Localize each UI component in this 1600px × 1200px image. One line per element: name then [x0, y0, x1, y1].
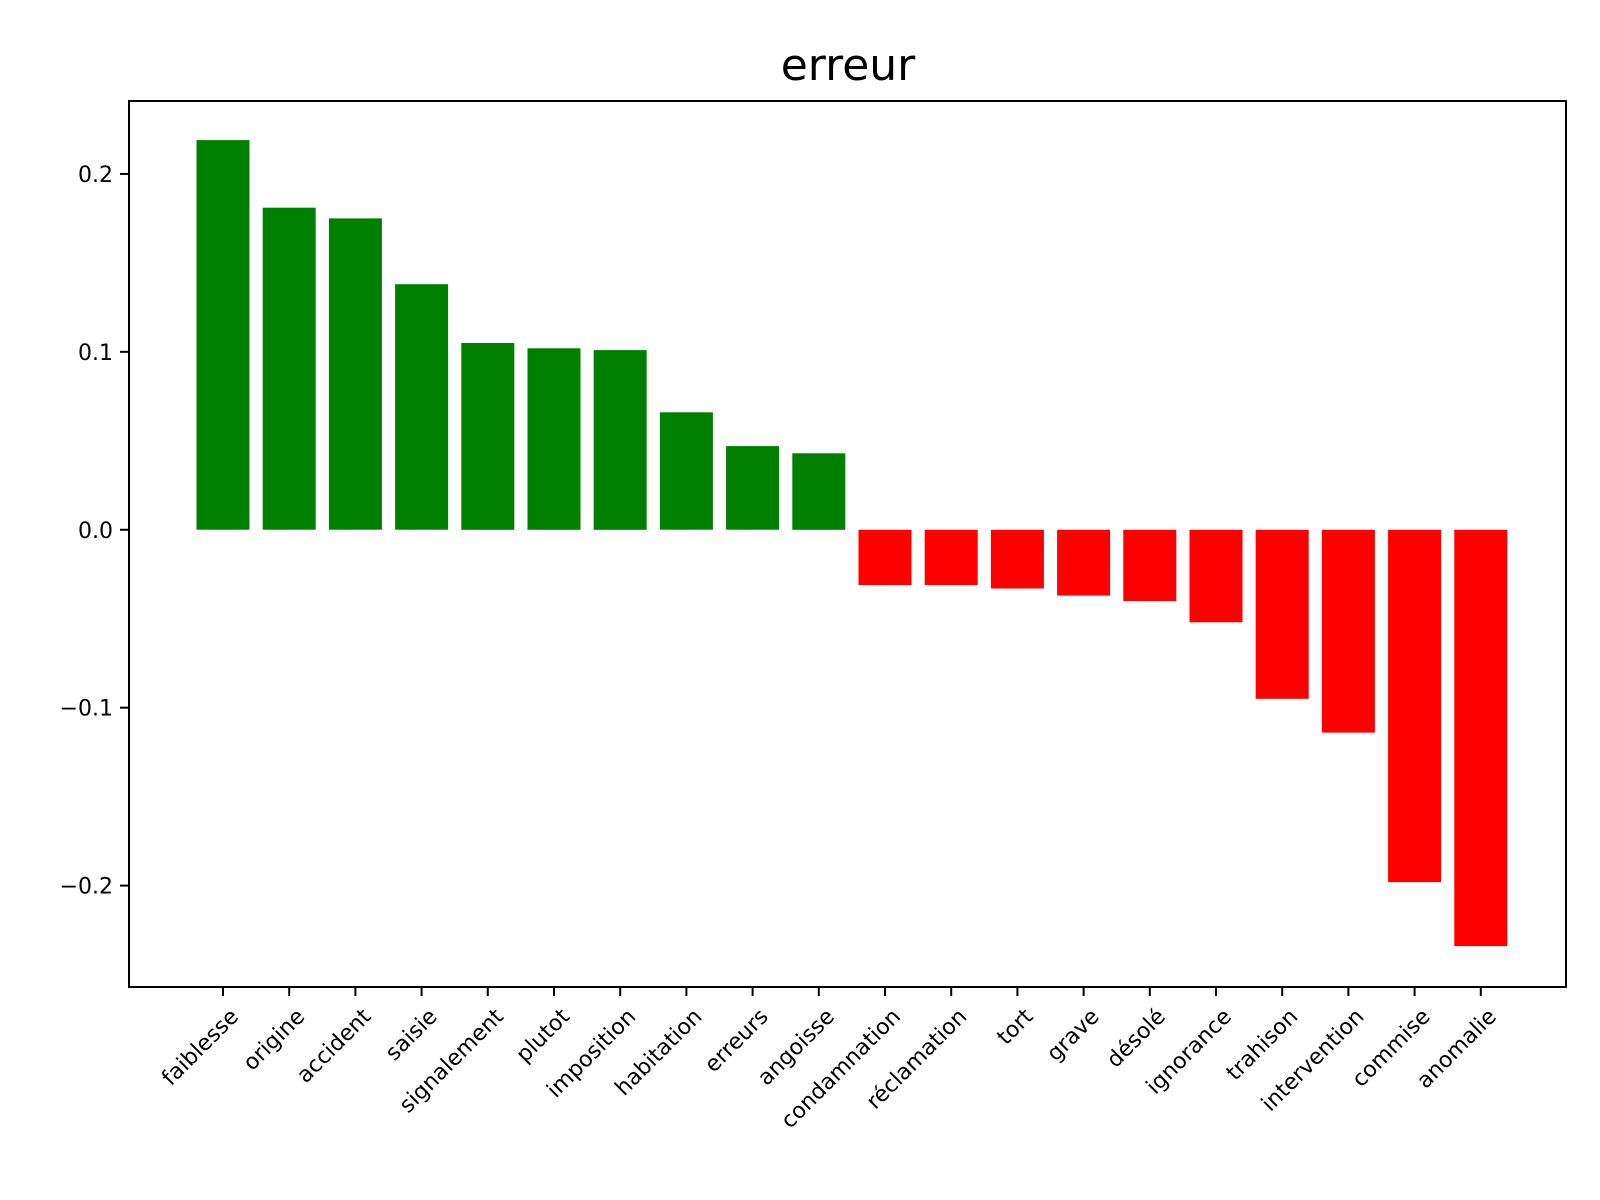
bar-imposition — [593, 350, 647, 530]
bars-group — [196, 140, 1508, 947]
bar-faiblesse — [196, 140, 250, 530]
y-tick-label: 0.1 — [78, 341, 113, 366]
x-tick-label: saisie — [381, 1004, 443, 1066]
plot-frame — [128, 100, 1567, 988]
bar-angoisse — [792, 453, 846, 530]
x-tick-label: condamnation — [777, 1004, 906, 1133]
bar-erreurs — [726, 446, 780, 530]
bar-saisie — [395, 284, 449, 530]
chart-title: erreur — [781, 40, 916, 91]
bar-tort — [990, 529, 1044, 589]
bar-habitation — [659, 412, 713, 530]
x-tick-label: plutot — [512, 1004, 576, 1068]
y-axis: −0.2 −0.1 0.0 0.1 0.2 — [60, 163, 129, 900]
bar-réclamation — [924, 529, 978, 585]
bar-origine — [262, 207, 316, 530]
x-tick-label: accident — [292, 1004, 376, 1088]
y-tick-label: −0.2 — [60, 875, 113, 900]
x-tick-label: faiblesse — [157, 1004, 244, 1091]
x-tick-label: grave — [1042, 1004, 1104, 1066]
bar-grave — [1057, 529, 1111, 596]
bar-désolé — [1123, 529, 1177, 601]
bar-condamnation — [858, 529, 912, 585]
bar-intervention — [1321, 529, 1375, 733]
bar-ignorance — [1189, 529, 1243, 623]
bar-accident — [328, 218, 382, 530]
x-tick-label: tort — [993, 1004, 1039, 1050]
bar-commise — [1388, 529, 1442, 883]
bar-signalement — [461, 343, 515, 530]
y-tick-label: 0.0 — [78, 519, 113, 544]
bar-plutot — [527, 348, 581, 530]
bar-trahison — [1255, 529, 1309, 699]
y-tick-label: −0.1 — [60, 697, 113, 722]
y-tick-label: 0.2 — [78, 163, 113, 188]
bar-anomalie — [1454, 529, 1508, 947]
